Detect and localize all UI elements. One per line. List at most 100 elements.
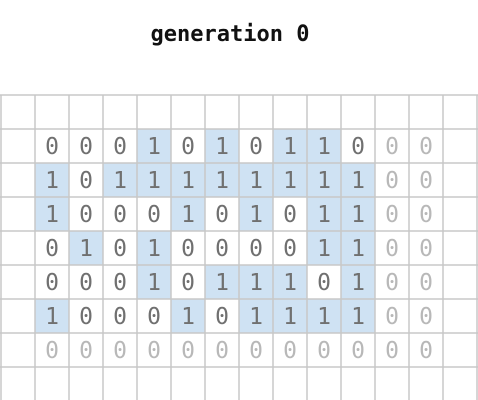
bit-cell: 1 xyxy=(45,168,59,194)
highlighted-cell xyxy=(171,197,205,231)
bit-cell: 1 xyxy=(317,202,331,228)
bit-cell: 1 xyxy=(249,270,263,296)
highlighted-cell xyxy=(205,265,239,299)
padding-bit: 0 xyxy=(113,338,127,364)
highlighted-cell xyxy=(341,299,375,333)
bit-cell: 1 xyxy=(317,168,331,194)
padding-bit: 0 xyxy=(385,304,399,330)
padding-bit: 0 xyxy=(317,338,331,364)
padding-bit: 0 xyxy=(385,236,399,262)
bit-cell: 1 xyxy=(351,270,365,296)
bit-cell: 1 xyxy=(215,270,229,296)
bit-cell: 1 xyxy=(317,236,331,262)
padding-bit: 0 xyxy=(385,202,399,228)
bit-cell: 0 xyxy=(351,134,365,160)
highlighted-cell xyxy=(35,163,69,197)
bit-cell: 1 xyxy=(317,304,331,330)
bit-cell: 0 xyxy=(79,270,93,296)
highlighted-cell xyxy=(137,231,171,265)
bit-cell: 1 xyxy=(147,134,161,160)
bit-cell: 1 xyxy=(351,168,365,194)
highlighted-cell xyxy=(35,299,69,333)
highlighted-cell xyxy=(205,129,239,163)
bit-cell: 1 xyxy=(283,270,297,296)
highlighted-cell xyxy=(273,129,307,163)
highlighted-cell xyxy=(69,231,103,265)
bit-cell: 1 xyxy=(249,202,263,228)
highlighted-cell xyxy=(137,163,171,197)
bit-cell: 0 xyxy=(181,270,195,296)
bit-cell: 1 xyxy=(113,168,127,194)
bit-cell: 0 xyxy=(113,304,127,330)
bit-cell: 1 xyxy=(249,304,263,330)
padding-bit: 0 xyxy=(385,134,399,160)
bit-cell: 1 xyxy=(147,168,161,194)
bit-cell: 0 xyxy=(283,236,297,262)
highlighted-cell xyxy=(239,265,273,299)
highlighted-cell xyxy=(171,299,205,333)
padding-bit: 0 xyxy=(215,338,229,364)
highlighted-cell xyxy=(137,129,171,163)
bit-cell: 0 xyxy=(79,168,93,194)
bit-cell: 1 xyxy=(283,168,297,194)
bit-cell: 0 xyxy=(45,134,59,160)
bit-cell: 0 xyxy=(113,134,127,160)
bit-cell: 1 xyxy=(45,304,59,330)
highlighted-cell xyxy=(273,163,307,197)
highlighted-cell xyxy=(307,299,341,333)
bit-cell: 1 xyxy=(351,202,365,228)
highlighted-cell xyxy=(341,163,375,197)
bit-cell: 1 xyxy=(215,168,229,194)
highlighted-cell xyxy=(307,163,341,197)
bit-cell: 1 xyxy=(249,168,263,194)
bit-cell: 0 xyxy=(79,202,93,228)
highlighted-cell xyxy=(307,231,341,265)
bit-cell: 1 xyxy=(351,304,365,330)
padding-bit: 0 xyxy=(385,168,399,194)
bit-cell: 1 xyxy=(283,304,297,330)
padding-bit: 0 xyxy=(147,338,161,364)
padding-bit: 0 xyxy=(249,338,263,364)
padding-bit: 0 xyxy=(385,338,399,364)
highlighted-cell xyxy=(341,197,375,231)
bit-cell: 0 xyxy=(113,202,127,228)
bit-cell: 0 xyxy=(45,270,59,296)
bit-cell: 0 xyxy=(79,134,93,160)
bit-cell: 1 xyxy=(147,236,161,262)
highlighted-cell xyxy=(137,265,171,299)
padding-bit: 0 xyxy=(385,270,399,296)
padding-bit: 0 xyxy=(351,338,365,364)
bit-cell: 0 xyxy=(113,270,127,296)
bit-cell: 0 xyxy=(181,134,195,160)
padding-bit: 0 xyxy=(419,304,433,330)
bit-cell: 1 xyxy=(147,270,161,296)
bit-cell: 1 xyxy=(45,202,59,228)
bit-cell: 0 xyxy=(215,236,229,262)
highlighted-cell xyxy=(239,163,273,197)
padding-bit: 0 xyxy=(419,168,433,194)
highlighted-cell xyxy=(103,163,137,197)
bit-cell: 0 xyxy=(147,304,161,330)
padding-bit: 0 xyxy=(45,338,59,364)
highlighted-cell xyxy=(273,265,307,299)
bit-cell: 0 xyxy=(147,202,161,228)
highlighted-cell xyxy=(239,197,273,231)
bit-cell: 0 xyxy=(79,304,93,330)
highlighted-cell xyxy=(171,163,205,197)
highlighted-cell xyxy=(307,197,341,231)
bit-cell: 1 xyxy=(181,202,195,228)
bit-cell: 1 xyxy=(215,134,229,160)
padding-bit: 0 xyxy=(419,338,433,364)
bit-cell: 1 xyxy=(181,304,195,330)
bit-cell: 0 xyxy=(113,236,127,262)
padding-bit: 0 xyxy=(419,236,433,262)
highlighted-cell xyxy=(273,299,307,333)
highlighted-cell xyxy=(341,231,375,265)
bit-cell: 0 xyxy=(45,236,59,262)
padding-bit: 0 xyxy=(181,338,195,364)
highlighted-cell xyxy=(239,299,273,333)
generation-title: generation 0 xyxy=(150,22,310,47)
highlighted-cell xyxy=(307,129,341,163)
highlighted-cell xyxy=(35,197,69,231)
